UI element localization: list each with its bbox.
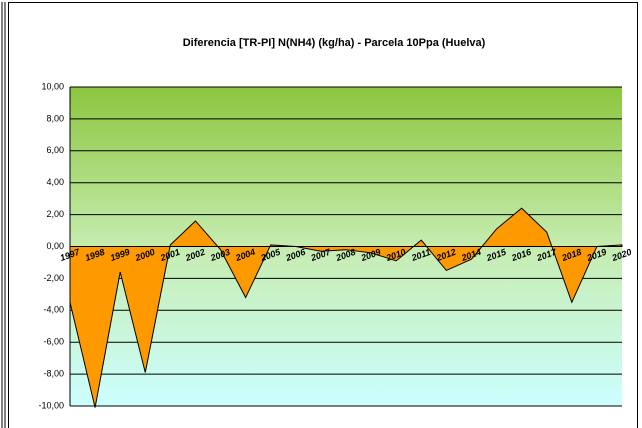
- y-tick-label: 4,00: [46, 177, 64, 187]
- y-tick-label: 0,00: [46, 241, 64, 251]
- y-tick-label: 2,00: [46, 209, 64, 219]
- y-tick-label: -4,00: [43, 305, 64, 315]
- area: [69, 207, 623, 408]
- y-tick-label: -6,00: [43, 337, 64, 347]
- y-tick-label: 10,00: [41, 81, 64, 91]
- y-tick-label: -10,00: [38, 400, 64, 410]
- chart-title: Diferencia [TR-PI] N(NH4) (kg/ha) - Parc…: [183, 37, 486, 49]
- y-tick-label: 8,00: [46, 113, 64, 123]
- y-tick-label: -2,00: [43, 273, 64, 283]
- y-tick-label: -8,00: [43, 368, 64, 378]
- y-tick-label: 6,00: [46, 145, 64, 155]
